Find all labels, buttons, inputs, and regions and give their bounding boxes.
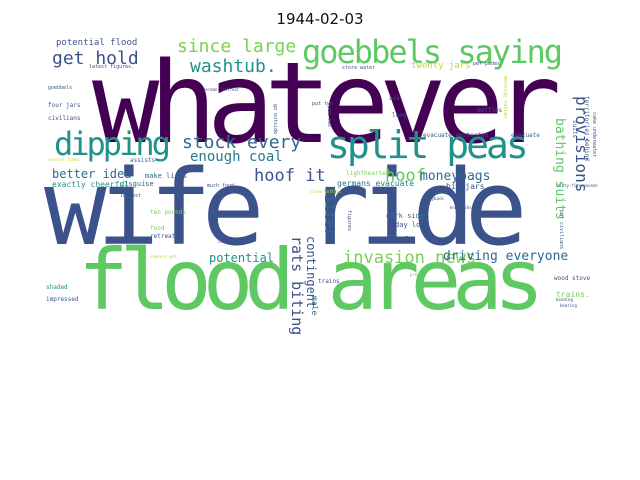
word: bending (556, 297, 573, 302)
word: nowhere get (150, 254, 177, 259)
word: provisions (572, 96, 591, 193)
word: driving everyone (443, 249, 569, 264)
word: ten pounds (150, 209, 187, 216)
word: potential flood (56, 38, 138, 48)
word: store water (342, 65, 376, 71)
word: hoof (385, 166, 426, 186)
word: disguise (120, 180, 154, 188)
word: germans evacuate (337, 179, 415, 188)
word: contingent (304, 236, 318, 309)
word: big jars (446, 182, 485, 191)
word: lighthearted (346, 170, 390, 177)
word: potential (209, 251, 275, 265)
word: civilians (48, 115, 81, 122)
word: evacuate (511, 132, 540, 139)
word: assists (130, 157, 156, 164)
word: dark side (386, 212, 424, 220)
word: food (150, 225, 165, 232)
word: figures (346, 210, 352, 232)
word: four jars (48, 102, 81, 109)
word: bathing suits (552, 118, 567, 220)
word: clear (218, 239, 231, 244)
word: cake underwater (591, 112, 597, 158)
word: moneybags (420, 169, 491, 184)
word: much food (207, 183, 235, 189)
word: make lists (145, 172, 188, 180)
word: washtub. (190, 56, 277, 77)
word: hoof it (254, 166, 326, 186)
word: put civilians (558, 210, 564, 250)
word: territories behind (583, 96, 590, 162)
word: piggyback (422, 196, 444, 201)
word: exactly cheerful (52, 180, 130, 189)
word: retreat (150, 233, 176, 240)
word: latest figures. (89, 64, 135, 70)
word: goebbels saying (302, 33, 563, 71)
word: ask (389, 95, 400, 102)
word: day long (395, 221, 429, 229)
chart-title: 1944-02-03 (276, 10, 364, 28)
word: male (310, 296, 319, 316)
word: dipping (54, 125, 171, 163)
word: stock every (182, 132, 302, 153)
word: trains (318, 278, 340, 285)
word: wood stove (554, 275, 591, 282)
word: loudest (120, 193, 142, 199)
word: bearing (560, 303, 577, 308)
word: goebbels (48, 85, 73, 91)
word: sixty-five pounds (557, 183, 598, 188)
word: germans retreat (203, 87, 240, 92)
word: morning ration (502, 76, 508, 119)
word: since large (177, 36, 297, 57)
word: rats biting (288, 236, 306, 336)
word: two people (377, 236, 414, 243)
word: trains. (556, 290, 590, 299)
word: flood areas (78, 231, 544, 329)
word: clean buttons (310, 189, 342, 194)
word: shaded (46, 284, 68, 291)
word: evacuate amsterdam (423, 132, 489, 139)
word: twenty jars (411, 61, 471, 71)
word: put two (312, 101, 334, 107)
word: filter (321, 186, 337, 237)
word: whatever (92, 39, 561, 169)
word: enough coal (190, 149, 283, 165)
word: get hold (52, 48, 139, 69)
word: kettles (477, 107, 503, 114)
word: several times (48, 157, 80, 162)
word: better idea (52, 167, 132, 181)
word: put two (326, 106, 332, 128)
word: prevail (410, 272, 427, 277)
word: go outside (272, 104, 278, 135)
word: per pedes (473, 61, 501, 67)
word: suits (571, 120, 578, 139)
word: split peas (327, 123, 529, 167)
word: invasion news (343, 248, 477, 268)
word: wife ride (44, 147, 528, 269)
word: knapsacks (450, 205, 472, 210)
word: long (392, 112, 407, 119)
word: impressed (46, 296, 79, 303)
